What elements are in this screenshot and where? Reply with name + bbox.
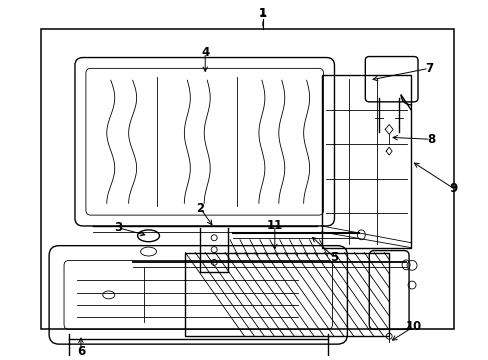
- Text: 8: 8: [426, 133, 434, 146]
- Bar: [41, 29, 453, 329]
- Text: 4: 4: [201, 46, 209, 59]
- Bar: [321, 75, 410, 248]
- Text: 10: 10: [405, 320, 421, 333]
- Text: 1: 1: [258, 7, 266, 20]
- Text: 3: 3: [114, 221, 122, 234]
- Text: 6: 6: [77, 345, 85, 357]
- Text: 7: 7: [424, 62, 432, 75]
- Text: 5: 5: [330, 251, 338, 264]
- Text: 1: 1: [259, 8, 266, 18]
- Bar: [185, 253, 388, 336]
- Text: 11: 11: [266, 220, 283, 233]
- Text: 2: 2: [196, 202, 204, 215]
- Text: 9: 9: [449, 182, 457, 195]
